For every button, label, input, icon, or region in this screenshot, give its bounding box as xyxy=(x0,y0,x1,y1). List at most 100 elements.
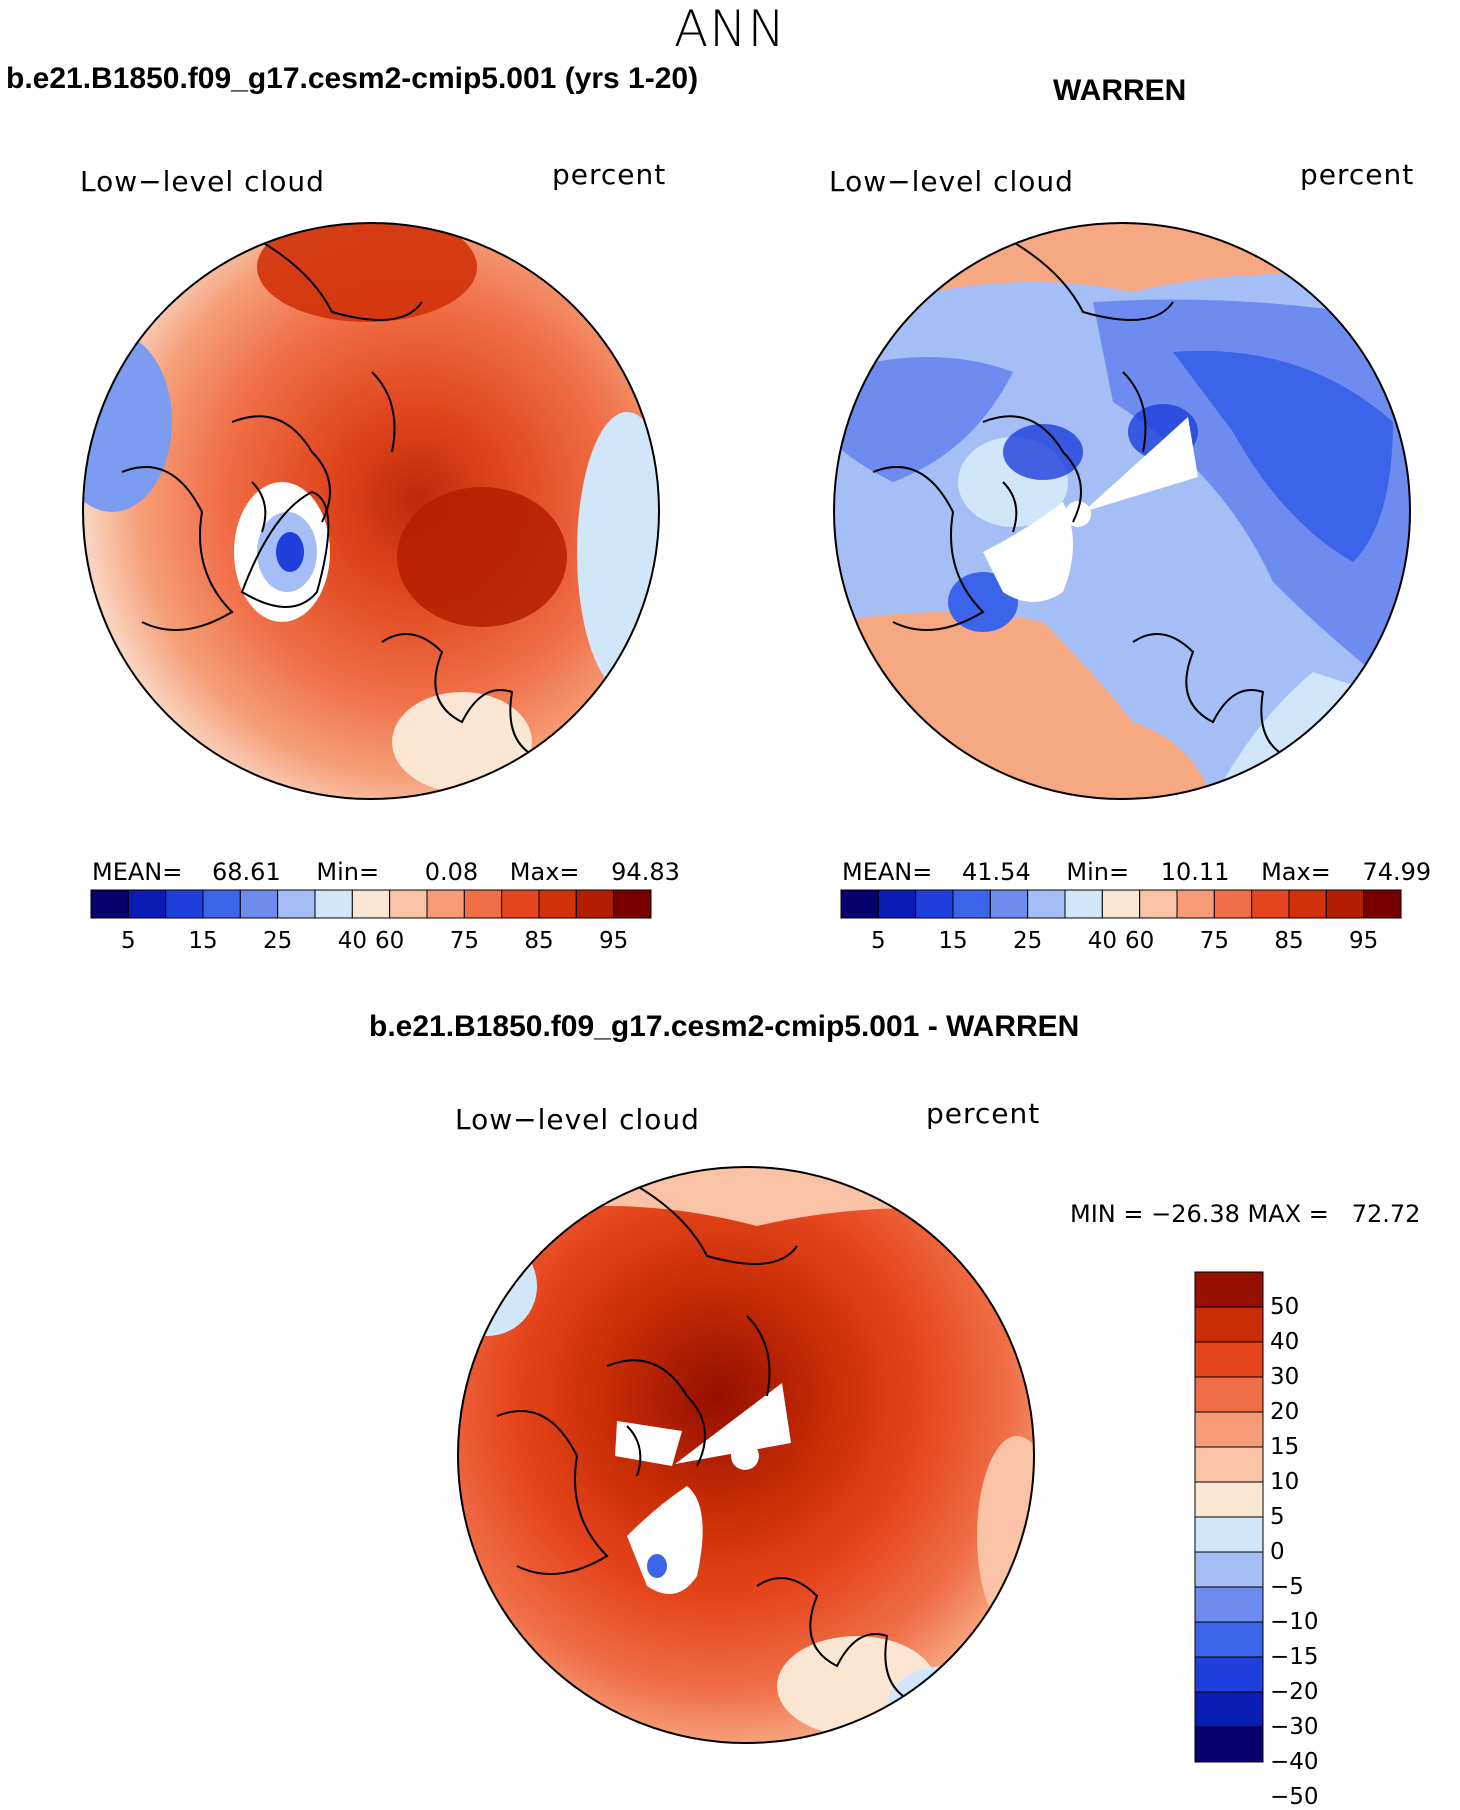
model-colorbar-tick-label: 60 xyxy=(375,928,405,954)
diff-colorbar-segment xyxy=(1194,1621,1264,1658)
obs-colorbar-tick-label: 25 xyxy=(1013,928,1043,954)
obs-max-label: Max= xyxy=(1261,858,1331,886)
model-min-label: Min= xyxy=(316,858,380,886)
obs-colorbar-tick-label: 40 xyxy=(1087,928,1117,954)
diff-colorbar-segment xyxy=(1194,1446,1264,1483)
diff-colorbar-tick-label: 0 xyxy=(1270,1539,1285,1565)
model-variable-label: Low−level cloud xyxy=(80,165,325,198)
model-colorbar-segment xyxy=(127,889,167,919)
obs-colorbar-segment xyxy=(1213,889,1253,919)
diff-colorbar-segment xyxy=(1194,1376,1264,1413)
model-min-value: 0.08 xyxy=(424,858,479,886)
obs-min-value: 10.11 xyxy=(1160,858,1230,886)
diff-colorbar-tick-label: −15 xyxy=(1270,1644,1319,1670)
diff-colorbar-segment xyxy=(1194,1411,1264,1448)
model-colorbar-ticks: 5 15 25 40 60 75 85 95 xyxy=(91,928,651,958)
model-colorbar-segment xyxy=(202,889,241,919)
model-max-label: Max= xyxy=(509,858,580,886)
diff-colorbar-segment xyxy=(1194,1656,1264,1693)
diff-colorbar-tick-label: −10 xyxy=(1270,1609,1319,1635)
obs-colorbar-tick-label: 85 xyxy=(1274,928,1304,954)
diff-colorbar-segment xyxy=(1194,1691,1264,1728)
diff-colorbar-tick-label: 10 xyxy=(1270,1469,1300,1495)
model-colorbar-tick-label: 5 xyxy=(121,928,136,954)
model-colorbar-tick-label: 25 xyxy=(263,928,293,954)
model-panel-title: b.e21.B1850.f09_g17.cesm2-cmip5.001 (yrs… xyxy=(6,62,699,95)
diff-colorbar-segment xyxy=(1194,1341,1264,1378)
model-colorbar-segment xyxy=(613,889,652,919)
model-colorbar-segment xyxy=(426,889,465,919)
obs-colorbar-tick-label: 60 xyxy=(1125,928,1155,954)
diff-colorbar-tick-label: −40 xyxy=(1270,1749,1319,1775)
diff-panel-title: b.e21.B1850.f09_g17.cesm2-cmip5.001 - WA… xyxy=(369,1010,1080,1043)
obs-max-value: 74.99 xyxy=(1362,858,1432,886)
model-polar-map xyxy=(82,222,660,800)
obs-colorbar-tick-label: 95 xyxy=(1349,928,1379,954)
obs-colorbar-segment xyxy=(840,889,879,919)
diff-colorbar-tick-label: −20 xyxy=(1270,1679,1319,1705)
diff-colorbar-segment xyxy=(1194,1306,1264,1343)
model-colorbar-segment xyxy=(501,889,540,919)
model-colorbar-segment xyxy=(239,889,279,919)
model-mean-value: 68.61 xyxy=(212,858,281,886)
obs-polar-map xyxy=(833,222,1411,800)
diff-colorbar-segment xyxy=(1194,1271,1264,1308)
obs-variable-label: Low−level cloud xyxy=(829,165,1074,198)
model-mean-label: MEAN= xyxy=(92,858,183,886)
diff-colorbar-segment xyxy=(1194,1586,1264,1623)
diff-colorbar-tick-label: −5 xyxy=(1270,1574,1304,1600)
obs-colorbar-segment xyxy=(1363,889,1402,919)
obs-mean-label: MEAN= xyxy=(842,858,933,886)
obs-colorbar-segment xyxy=(989,889,1029,919)
model-colorbar-segment xyxy=(165,889,204,919)
model-colorbar-tick-label: 85 xyxy=(524,928,554,954)
model-colorbar-tick-label: 15 xyxy=(188,928,218,954)
diff-colorbar-segment xyxy=(1194,1551,1264,1588)
obs-colorbar-segment xyxy=(952,889,991,919)
obs-panel-title: WARREN xyxy=(1053,74,1187,107)
obs-colorbar-segment xyxy=(1251,889,1290,919)
obs-units-label: percent xyxy=(1300,158,1415,191)
season-title: ANN xyxy=(673,0,786,58)
obs-colorbar-tick-label: 75 xyxy=(1199,928,1229,954)
obs-colorbar-segment xyxy=(1139,889,1178,919)
diff-colorbar-ticks: 50 40 30 20 15 10 5 0 −5 −10 −15 −20 −30 −40 −50 xyxy=(1270,1272,1360,1810)
obs-colorbar-segment xyxy=(1288,889,1327,919)
model-units-label: percent xyxy=(552,158,667,191)
obs-colorbar-segment xyxy=(877,889,917,919)
obs-colorbar-segment xyxy=(1101,889,1141,919)
model-colorbar-segment xyxy=(463,889,503,919)
model-colorbar-segment xyxy=(314,889,353,919)
model-colorbar-segment xyxy=(575,889,615,919)
model-colorbar-tick-label: 40 xyxy=(337,928,367,954)
obs-colorbar-tick-label: 5 xyxy=(871,928,886,954)
model-colorbar-segment xyxy=(351,889,391,919)
obs-colorbar-ticks: 5 15 25 40 60 75 85 95 xyxy=(841,928,1401,958)
model-colorbar-segment xyxy=(277,889,316,919)
obs-colorbar-segment xyxy=(1325,889,1365,919)
model-colorbar-segment xyxy=(389,889,428,919)
obs-colorbar-segment xyxy=(1176,889,1215,919)
diff-colorbar-tick-label: 50 xyxy=(1270,1294,1300,1320)
model-colorbar-segment xyxy=(90,889,129,919)
model-colorbar xyxy=(90,889,652,919)
diff-minmax: MIN = −26.38 MAX = 72.72 xyxy=(1070,1200,1421,1228)
obs-colorbar xyxy=(840,889,1402,919)
diff-colorbar-segment xyxy=(1194,1516,1264,1553)
obs-colorbar-segment xyxy=(1027,889,1066,919)
diff-colorbar-segment xyxy=(1194,1726,1264,1763)
model-max-value: 94.83 xyxy=(611,858,680,886)
diff-colorbar-tick-label: 40 xyxy=(1270,1329,1300,1355)
diff-colorbar-tick-label: −30 xyxy=(1270,1714,1319,1740)
obs-colorbar-segment xyxy=(915,889,954,919)
model-colorbar-segment xyxy=(538,889,577,919)
diff-polar-map xyxy=(457,1166,1035,1744)
diff-colorbar-tick-label: 30 xyxy=(1270,1364,1300,1390)
diff-units-label: percent xyxy=(926,1097,1041,1130)
diff-colorbar-tick-label: −50 xyxy=(1270,1784,1319,1810)
diff-colorbar-tick-label: 5 xyxy=(1270,1504,1285,1530)
obs-mean-value: 41.54 xyxy=(962,858,1031,886)
obs-colorbar-tick-label: 15 xyxy=(938,928,968,954)
model-colorbar-tick-label: 75 xyxy=(449,928,479,954)
obs-colorbar-segment xyxy=(1064,889,1103,919)
